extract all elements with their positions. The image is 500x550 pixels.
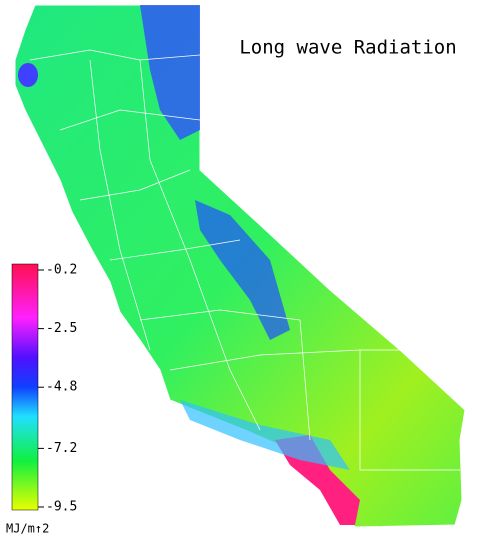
colorbar-tick-label: -4.8 (46, 380, 77, 395)
colorbar-tick-label: -0.2 (46, 263, 77, 278)
northwest-patch (18, 63, 38, 87)
county-lines (29, 49, 460, 471)
colorbar-tick-label: -7.2 (46, 441, 77, 456)
colorbar-unit: MJ/m↑2 (6, 522, 49, 536)
colorbar-tick-label: -9.5 (46, 500, 77, 515)
colorbar-tick-label: -2.5 (46, 321, 77, 336)
map-title: Long wave Radiation (239, 37, 456, 59)
california-map (14, 4, 466, 528)
coastal-range (180, 400, 350, 470)
sierra-band (140, 5, 200, 140)
colorbar (11, 263, 39, 511)
sierra-band (195, 200, 290, 340)
